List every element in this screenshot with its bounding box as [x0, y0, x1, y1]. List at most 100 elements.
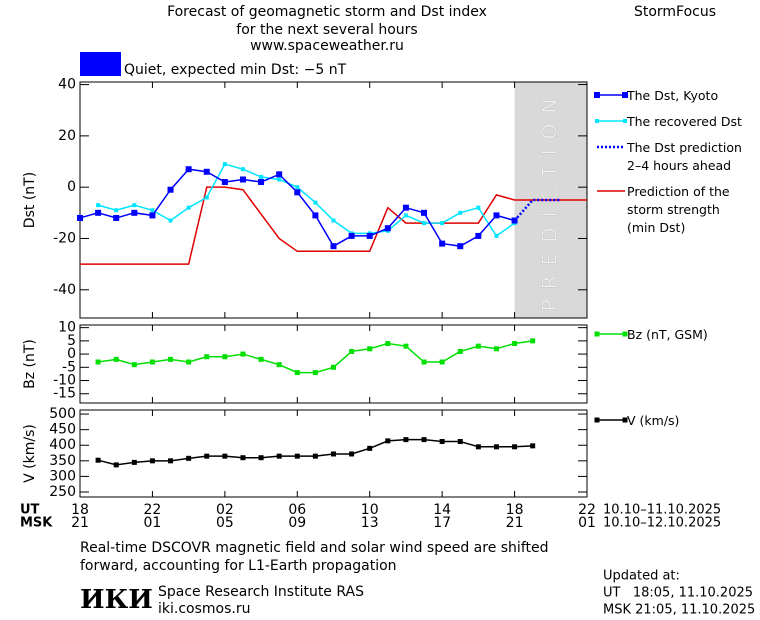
series-marker [150, 208, 155, 213]
series-marker [186, 359, 192, 365]
series-marker [114, 208, 119, 213]
series-marker [312, 212, 319, 219]
brand: StormFocus [634, 4, 716, 20]
y-tick-label: 0 [67, 179, 76, 195]
legend-label: V (km/s) [627, 413, 680, 428]
x-tick-label: 02 [216, 502, 234, 518]
series-marker [276, 453, 282, 459]
series-marker [258, 356, 264, 362]
series-line [80, 186, 587, 265]
series-marker [367, 346, 373, 352]
series-marker [349, 451, 355, 457]
legend-marker [622, 331, 628, 337]
series-marker [421, 209, 428, 216]
series-marker [186, 205, 191, 210]
series-marker [240, 167, 245, 172]
series-marker [349, 348, 355, 354]
series-marker [276, 171, 283, 178]
series-marker [259, 174, 264, 179]
y-axis-label: V (km/s) [22, 424, 38, 483]
x-tick-label: 05 [216, 515, 234, 531]
series-marker [384, 225, 391, 232]
series-marker [312, 370, 318, 376]
y-tick-label: 10 [58, 320, 76, 336]
series-marker [204, 354, 210, 360]
legend-marker [594, 331, 600, 337]
series-marker [367, 445, 373, 451]
plot-frame [79, 81, 588, 319]
series-marker [330, 243, 337, 250]
y-tick-label: 5 [67, 333, 76, 349]
series-marker [403, 213, 408, 218]
series-marker [421, 437, 427, 443]
series-marker [475, 232, 482, 239]
y-tick-label: -20 [53, 230, 76, 246]
series-marker [168, 458, 174, 464]
y-tick-label: 0 [67, 346, 76, 362]
x-tick-label: 21 [506, 515, 524, 531]
series-marker [222, 354, 228, 360]
legend-label: The Dst prediction 2–4 hours ahead [627, 140, 742, 173]
series-marker [385, 341, 391, 347]
series-marker [132, 203, 137, 208]
series-marker [439, 240, 446, 247]
status-box [80, 52, 121, 76]
legend-marker [595, 119, 599, 123]
title-line: for the next several hours [236, 22, 417, 38]
series-marker [403, 343, 409, 349]
series-marker [149, 359, 155, 365]
series-marker [131, 459, 137, 465]
y-axis-label: Bz (nT) [22, 339, 38, 389]
title-line: Forecast of geomagnetic storm and Dst in… [167, 4, 487, 20]
series-marker [421, 359, 427, 365]
series-line [97, 438, 533, 466]
series-marker [203, 168, 210, 175]
series-marker [331, 218, 336, 223]
series-marker [493, 346, 499, 352]
series-marker [95, 209, 102, 216]
footer-note: Real-time DSCOVR magnetic field and sola… [80, 540, 549, 556]
series-marker [457, 438, 463, 444]
x-tick-label: 18 [71, 502, 89, 518]
series-marker [95, 457, 101, 463]
series-marker [493, 444, 499, 450]
series-marker [403, 437, 409, 443]
x-tick-label: 17 [433, 515, 451, 531]
series-marker [113, 214, 120, 221]
legend-marker [594, 417, 600, 423]
series-marker [457, 348, 463, 354]
series-marker [167, 186, 174, 193]
updated-msk: MSK 21:05, 11.10.2025 [603, 603, 755, 618]
series-marker [221, 179, 228, 186]
series-marker [458, 210, 463, 215]
legend-label: Bz (nT, GSM) [627, 327, 708, 342]
series-line [97, 340, 533, 374]
series-marker [277, 177, 282, 182]
series-marker [222, 162, 227, 167]
legend-marker [623, 119, 627, 123]
series-marker [385, 438, 391, 444]
series-marker [331, 364, 336, 370]
legend-label: The recovered Dst [627, 114, 742, 129]
series-marker [204, 195, 209, 200]
series-marker [131, 209, 138, 216]
series-marker [439, 438, 445, 444]
series-marker [440, 221, 445, 226]
y-tick-label: 400 [49, 437, 76, 453]
series-marker [511, 217, 518, 224]
y-tick-label: -10 [53, 373, 76, 389]
x-tick-label: 01 [578, 515, 596, 531]
series-marker [168, 218, 173, 223]
series-marker [258, 455, 264, 461]
x-tick-label: 22 [144, 502, 162, 518]
x-axis-label: MSK [20, 516, 53, 531]
legend-marker [622, 92, 628, 98]
y-tick-label: 250 [49, 484, 76, 500]
y-tick-label: -40 [53, 282, 76, 298]
series-marker [77, 214, 83, 221]
status-text: Quiet, expected min Dst: −5 nT [124, 62, 347, 78]
series-line [513, 198, 560, 222]
series-marker [312, 453, 318, 459]
series-marker [131, 362, 137, 368]
